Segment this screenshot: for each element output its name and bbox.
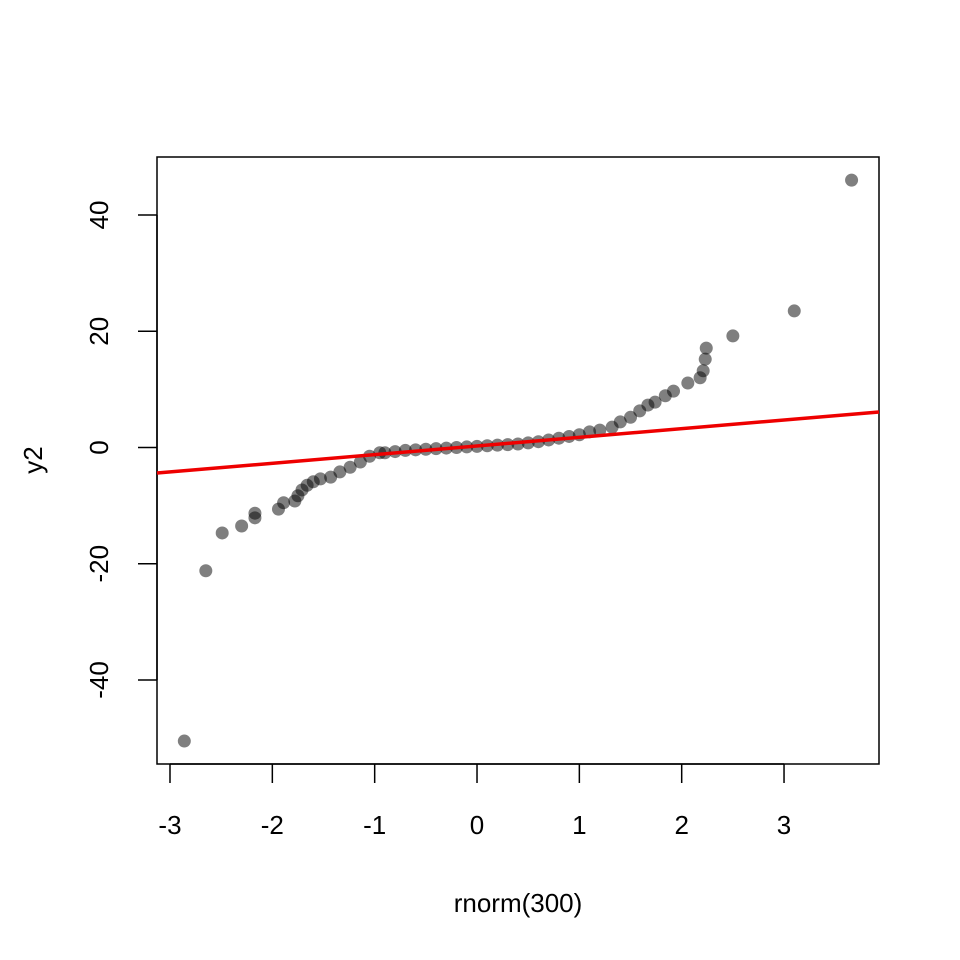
- point: [624, 410, 638, 424]
- point: [699, 341, 713, 355]
- point: [215, 526, 229, 540]
- x-tick-label: -2: [261, 810, 284, 840]
- point: [667, 384, 681, 398]
- y-tick-label: -40: [84, 661, 114, 699]
- point: [333, 465, 347, 479]
- y-tick-label: 40: [84, 201, 114, 230]
- x-tick-label: -1: [363, 810, 386, 840]
- point: [248, 506, 262, 520]
- y-tick-label: 0: [84, 440, 114, 454]
- y-tick-label: -20: [84, 545, 114, 583]
- x-tick-label: 3: [777, 810, 791, 840]
- x-tick-label: -3: [158, 810, 181, 840]
- point: [277, 496, 291, 510]
- x-tick-label: 1: [572, 810, 586, 840]
- plot-box: [156, 156, 880, 765]
- point: [313, 472, 327, 486]
- point: [648, 395, 662, 409]
- y-axis-label: y2: [18, 446, 48, 473]
- point: [199, 564, 213, 578]
- point: [235, 519, 249, 533]
- point: [787, 304, 801, 318]
- point: [845, 173, 859, 187]
- point: [726, 329, 740, 343]
- point: [696, 364, 710, 378]
- point: [593, 423, 607, 437]
- point: [613, 415, 627, 429]
- y-tick-label: 20: [84, 317, 114, 346]
- point: [177, 734, 191, 748]
- reference-line: [156, 410, 880, 475]
- x-axis-label: rnorm(300): [454, 888, 583, 918]
- point: [681, 376, 695, 390]
- x-tick-label: 0: [470, 810, 484, 840]
- x-tick-label: 2: [674, 810, 688, 840]
- point: [343, 460, 357, 474]
- point: [698, 352, 712, 366]
